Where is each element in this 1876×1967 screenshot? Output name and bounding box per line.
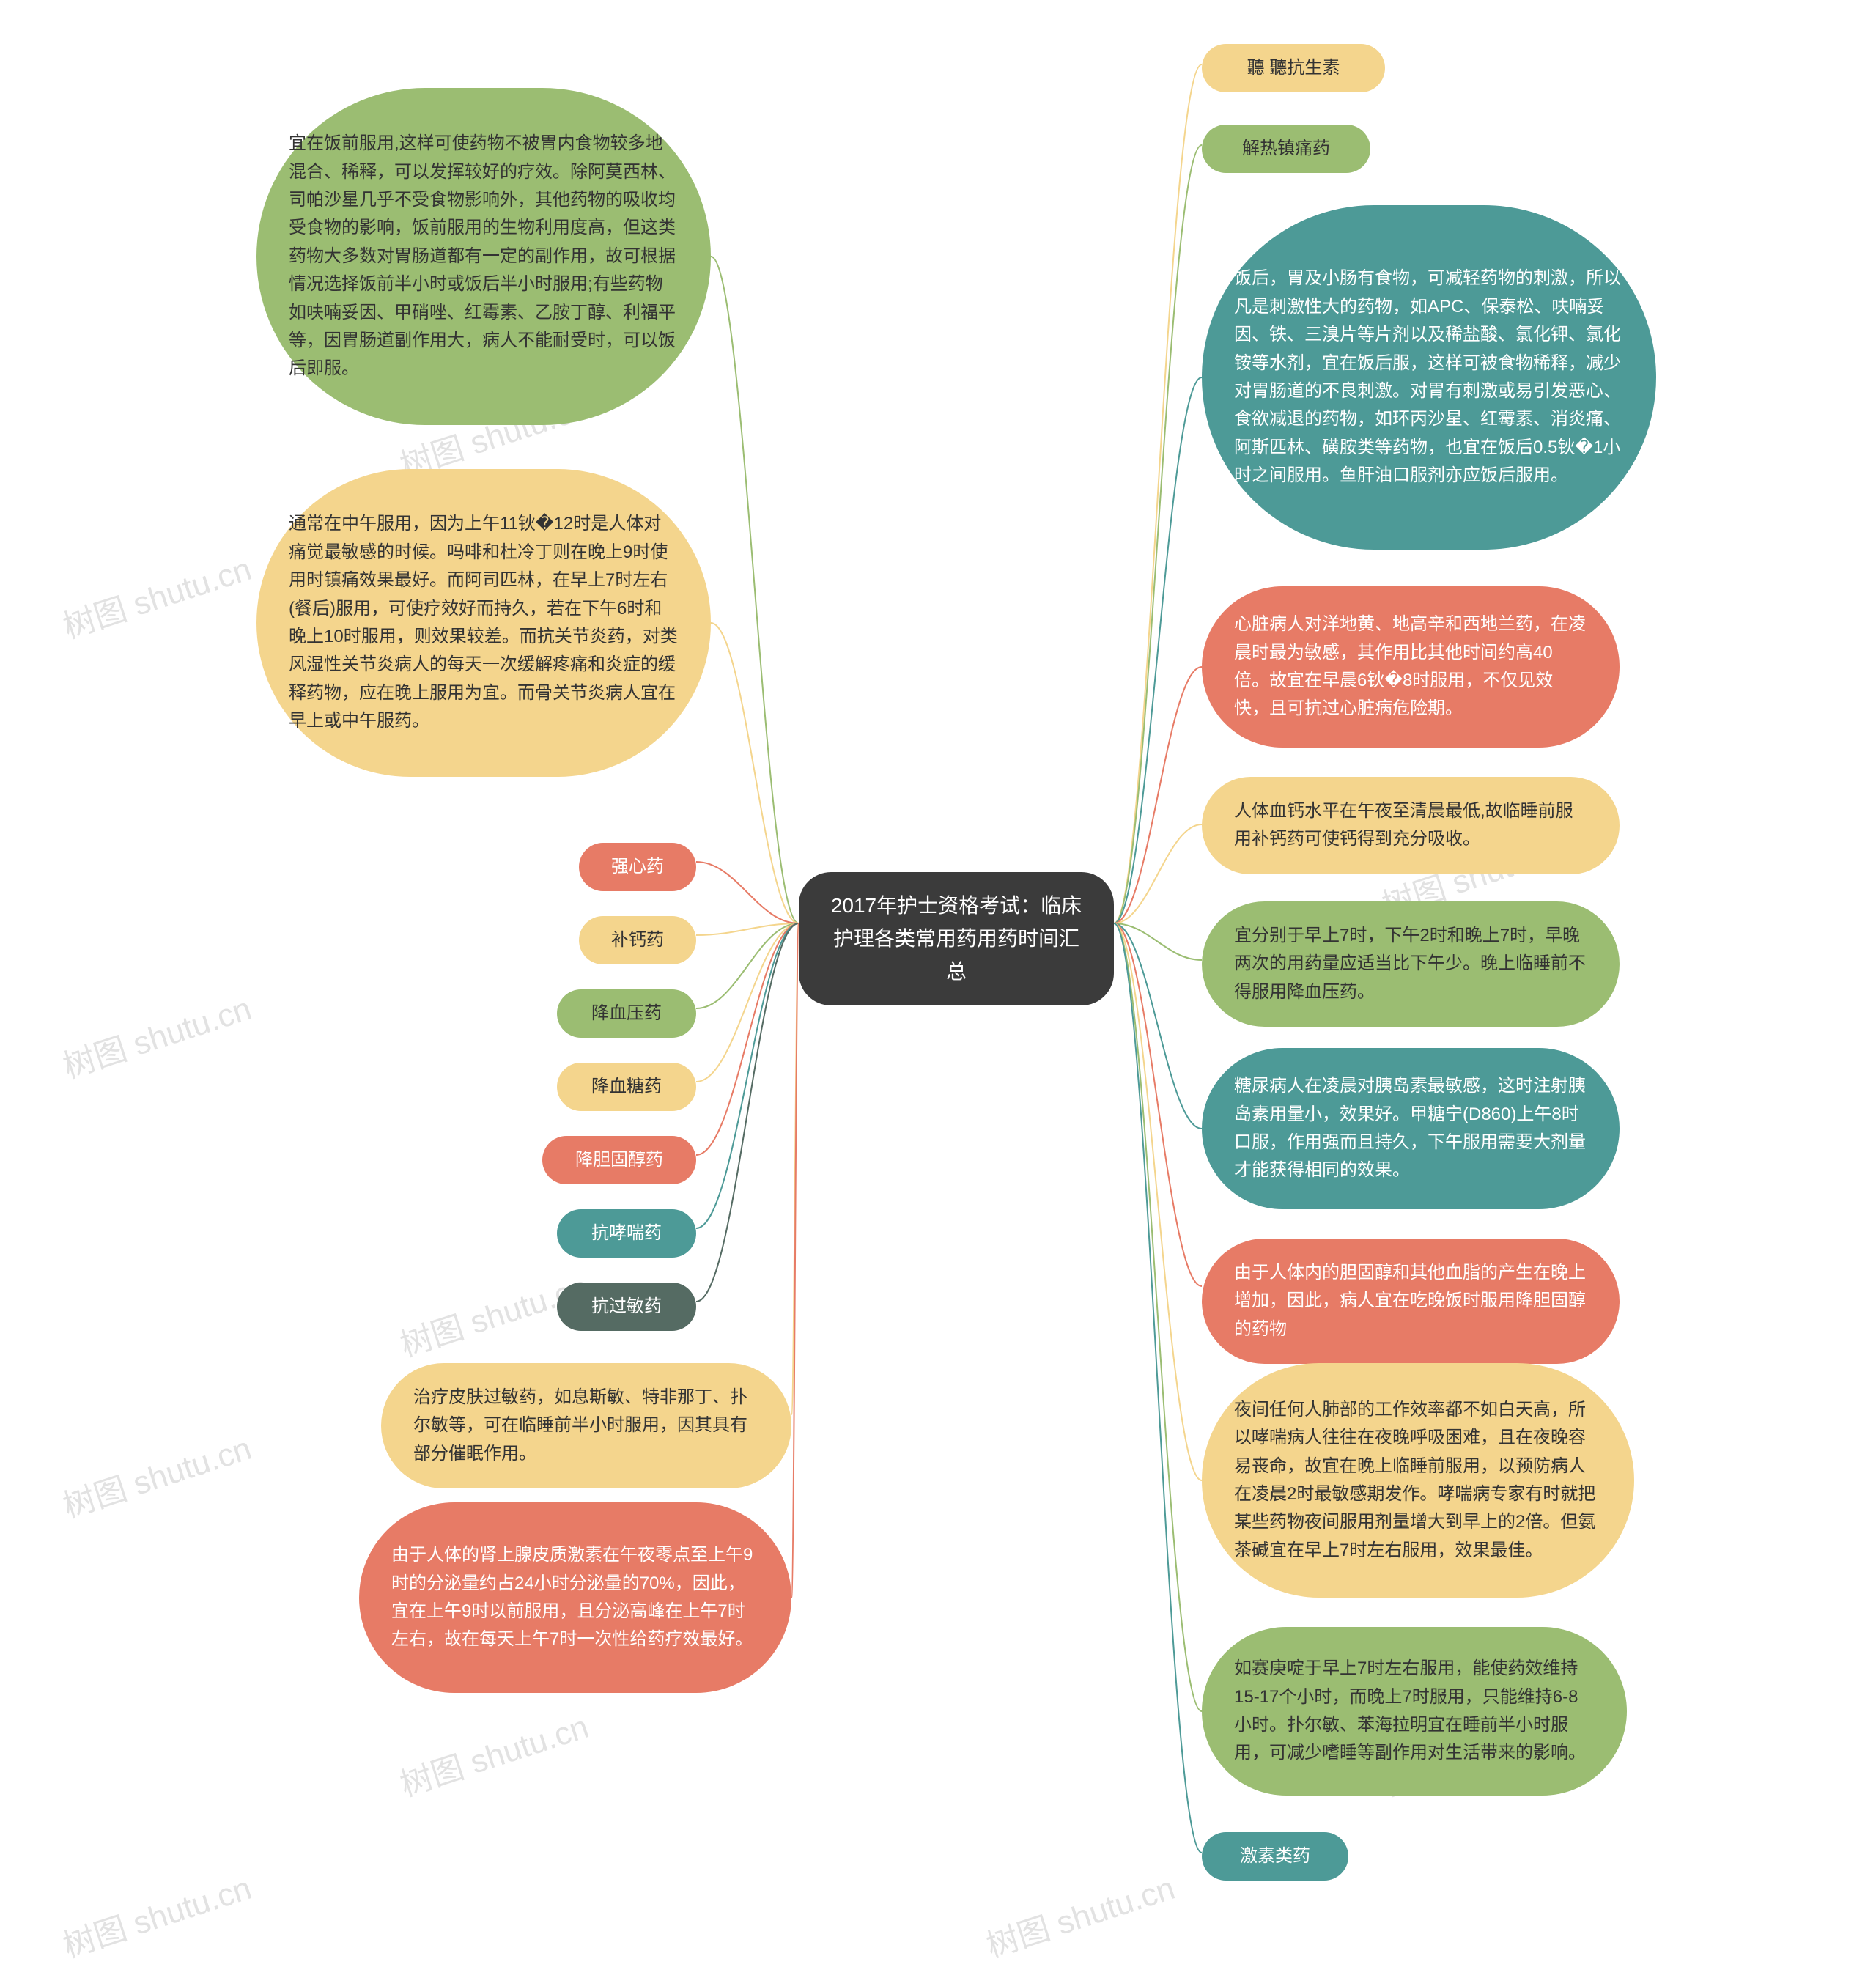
edge <box>696 923 799 1008</box>
node-p_kgm-label: 抗过敏药 <box>591 1293 662 1321</box>
node-p_jxy-label: 降血压药 <box>591 1000 662 1027</box>
edge <box>1114 923 1202 1711</box>
edge <box>1114 923 1202 960</box>
node-p_qxy-label: 强心药 <box>611 853 664 881</box>
node-n5-label: 人体血钙水平在午夜至清晨最低,故临睡前服用补钙药可使钙得到充分吸收。 <box>1234 797 1587 854</box>
node-n7-label: 糖尿病人在凌晨对胰岛素最敏感，这时注射胰岛素用量小，效果好。甲糖宁(D860)上… <box>1234 1072 1587 1185</box>
edge <box>1114 824 1202 923</box>
node-n10-label: 如赛庚啶于早上7时左右服用，能使药效维持15-17个小时，而晚上7时服用，只能维… <box>1234 1655 1595 1768</box>
edge <box>696 923 799 935</box>
node-n6-label: 宜分别于早上7时，下午2时和晚上7时，早晚两次的用药量应适当比下午少。晚上临睡前… <box>1234 922 1587 1006</box>
node-left1-label: 宜在饭前服用,这样可使药物不被胃内食物较多地混合、稀释，可以发挥较好的疗效。除阿… <box>289 130 679 383</box>
node-n10[interactable]: 如赛庚啶于早上7时左右服用，能使药效维持15-17个小时，而晚上7时服用，只能维… <box>1202 1627 1627 1796</box>
node-p_qxy[interactable]: 强心药 <box>579 843 696 891</box>
edge <box>1114 667 1202 923</box>
watermark: 树图 shutu.cn <box>980 1861 1180 1966</box>
node-left4-label: 由于人体的肾上腺皮质激素在午夜零点至上午9时的分泌量约占24小时分泌量的70%，… <box>391 1541 759 1654</box>
node-n5[interactable]: 人体血钙水平在午夜至清晨最低,故临睡前服用补钙药可使钙得到充分吸收。 <box>1202 777 1620 874</box>
edge <box>1114 923 1202 1286</box>
node-p_jdc[interactable]: 降胆固醇药 <box>542 1136 696 1184</box>
node-n11[interactable]: 激素类药 <box>1202 1832 1348 1881</box>
edge <box>696 923 799 1082</box>
node-left1[interactable]: 宜在饭前服用,这样可使药物不被胃内食物较多地混合、稀释，可以发挥较好的疗效。除阿… <box>256 88 711 425</box>
node-p_bgy-label: 补钙药 <box>611 926 664 954</box>
edge <box>696 923 799 1302</box>
mindmap-canvas: 树图 shutu.cn 树图 shutu.cn 树图 shutu.cn 树图 shut… <box>0 0 1876 1930</box>
node-n2-label: 解热镇痛药 <box>1242 135 1330 163</box>
edge <box>711 623 799 923</box>
node-p_jxy[interactable]: 降血压药 <box>557 989 696 1038</box>
node-left3[interactable]: 治疗皮肤过敏药，如息斯敏、特非那丁、扑尔敏等，可在临睡前半小时服用，因其具有部分… <box>381 1363 791 1488</box>
node-left3-label: 治疗皮肤过敏药，如息斯敏、特非那丁、扑尔敏等，可在临睡前半小时服用，因其具有部分… <box>413 1384 759 1468</box>
center-node-label: 2017年护士资格考试：临床护理各类常用药用药时间汇总 <box>825 890 1087 988</box>
edge <box>1114 923 1202 1480</box>
node-n1[interactable]: 聽 聽抗生素 <box>1202 44 1385 92</box>
node-p_kxc-label: 抗哮喘药 <box>591 1219 662 1247</box>
watermark: 树图 shutu.cn <box>56 1422 256 1527</box>
edge <box>1114 923 1202 1853</box>
node-p_jxt-label: 降血糖药 <box>591 1073 662 1101</box>
node-n8[interactable]: 由于人体内的胆固醇和其他血脂的产生在晚上增加，因此，病人宜在吃晚饭时服用降胆固醇… <box>1202 1239 1620 1364</box>
edge <box>1114 377 1202 923</box>
edge <box>696 923 799 1228</box>
edge <box>696 862 799 923</box>
node-n8-label: 由于人体内的胆固醇和其他血脂的产生在晚上增加，因此，病人宜在吃晚饭时服用降胆固醇… <box>1234 1259 1587 1343</box>
watermark: 树图 shutu.cn <box>56 982 256 1087</box>
watermark: 树图 shutu.cn <box>56 1861 256 1966</box>
node-p_jxt[interactable]: 降血糖药 <box>557 1063 696 1111</box>
edge <box>791 923 799 1414</box>
watermark: 树图 shutu.cn <box>56 542 256 647</box>
node-n4-label: 心脏病人对洋地黄、地高辛和西地兰药，在凌晨时最为敏感，其作用比其他时间约高40倍… <box>1234 610 1587 723</box>
node-p_jdc-label: 降胆固醇药 <box>575 1146 663 1174</box>
edge <box>696 923 799 1155</box>
node-n2[interactable]: 解热镇痛药 <box>1202 125 1370 173</box>
node-left4[interactable]: 由于人体的肾上腺皮质激素在午夜零点至上午9时的分泌量约占24小时分泌量的70%，… <box>359 1502 791 1693</box>
node-p_kxc[interactable]: 抗哮喘药 <box>557 1209 696 1258</box>
node-p_bgy[interactable]: 补钙药 <box>579 916 696 964</box>
edge <box>1114 64 1202 923</box>
node-n6[interactable]: 宜分别于早上7时，下午2时和晚上7时，早晚两次的用药量应适当比下午少。晚上临睡前… <box>1202 901 1620 1027</box>
edge <box>1114 923 1202 1129</box>
edge <box>711 257 799 923</box>
node-n9-label: 夜间任何人肺部的工作效率都不如白天高，所以哮喘病人往往在夜晚呼吸困难，且在夜晚容… <box>1234 1396 1602 1565</box>
node-left2[interactable]: 通常在中午服用，因为上午11钬�12时是人体对痛觉最敏感的时候。吗啡和杜冷丁则在… <box>256 469 711 777</box>
node-left2-label: 通常在中午服用，因为上午11钬�12时是人体对痛觉最敏感的时候。吗啡和杜冷丁则在… <box>289 510 679 735</box>
center-node[interactable]: 2017年护士资格考试：临床护理各类常用药用药时间汇总 <box>799 872 1114 1005</box>
node-n7[interactable]: 糖尿病人在凌晨对胰岛素最敏感，这时注射胰岛素用量小，效果好。甲糖宁(D860)上… <box>1202 1048 1620 1209</box>
watermark: 树图 shutu.cn <box>394 1700 594 1805</box>
node-n4[interactable]: 心脏病人对洋地黄、地高辛和西地兰药，在凌晨时最为敏感，其作用比其他时间约高40倍… <box>1202 586 1620 748</box>
node-n9[interactable]: 夜间任何人肺部的工作效率都不如白天高，所以哮喘病人往往在夜晚呼吸困难，且在夜晚容… <box>1202 1363 1634 1598</box>
node-p_kgm[interactable]: 抗过敏药 <box>557 1283 696 1331</box>
node-n3-label: 饭后，胃及小肠有食物，可减轻药物的刺激，所以凡是刺激性大的药物，如APC、保泰松… <box>1234 265 1624 490</box>
node-n3[interactable]: 饭后，胃及小肠有食物，可减轻药物的刺激，所以凡是刺激性大的药物，如APC、保泰松… <box>1202 205 1656 550</box>
node-n1-label: 聽 聽抗生素 <box>1247 54 1340 82</box>
edge <box>1114 145 1202 923</box>
node-n11-label: 激素类药 <box>1240 1842 1310 1870</box>
edge <box>791 923 799 1598</box>
